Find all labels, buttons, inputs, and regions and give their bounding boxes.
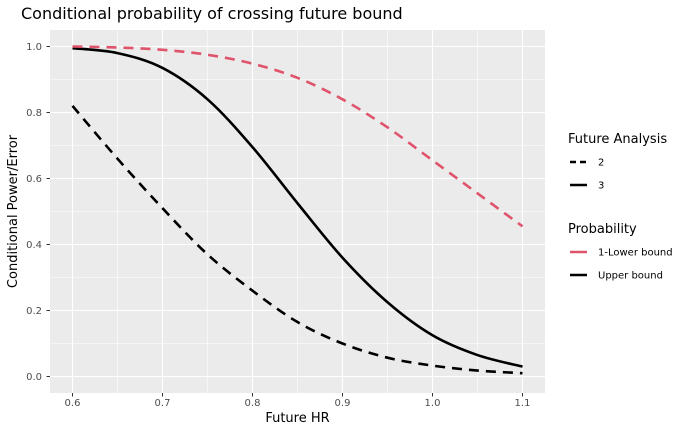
legend-label: 3 — [598, 181, 604, 192]
x-axis: 0.6 0.7 0.8 0.9 1.0 1.1 — [65, 393, 531, 409]
y-tick-label: 0.0 — [26, 372, 42, 383]
x-tick-label: 0.6 — [65, 398, 81, 409]
y-tick-label: 0.6 — [26, 174, 42, 185]
x-tick-label: 1.0 — [425, 398, 441, 409]
legend-label: 1-Lower bound — [598, 248, 673, 259]
x-tick-label: 0.9 — [335, 398, 351, 409]
grid-minor — [50, 30, 545, 393]
series-layer — [71, 45, 524, 375]
y-tick-label: 1.0 — [26, 42, 42, 53]
legend-title: Probability — [568, 222, 637, 237]
x-axis-title: Future HR — [265, 411, 329, 426]
y-axis-title: Conditional Power/Error — [6, 134, 21, 288]
legend-label: Upper bound — [598, 271, 663, 282]
y-axis: 0.0 0.2 0.4 0.6 0.8 1.0 — [26, 42, 50, 383]
series-line-3 — [72, 45, 524, 228]
legend: Future Analysis 2 3 Probability 1-Lower boun… — [568, 132, 673, 282]
legend-title: Future Analysis — [568, 132, 667, 147]
legend-label: 2 — [598, 158, 604, 169]
chart-title: Conditional probability of crossing futu… — [21, 4, 403, 23]
grid-major — [50, 30, 545, 393]
y-tick-label: 0.8 — [26, 108, 42, 119]
series-line-2 — [72, 46, 523, 368]
x-tick-label: 0.8 — [245, 398, 261, 409]
series-line-1 — [71, 105, 523, 375]
y-tick-label: 0.4 — [26, 240, 42, 251]
x-tick-label: 0.7 — [155, 398, 171, 409]
x-tick-label: 1.1 — [515, 398, 531, 409]
y-tick-label: 0.2 — [26, 306, 42, 317]
